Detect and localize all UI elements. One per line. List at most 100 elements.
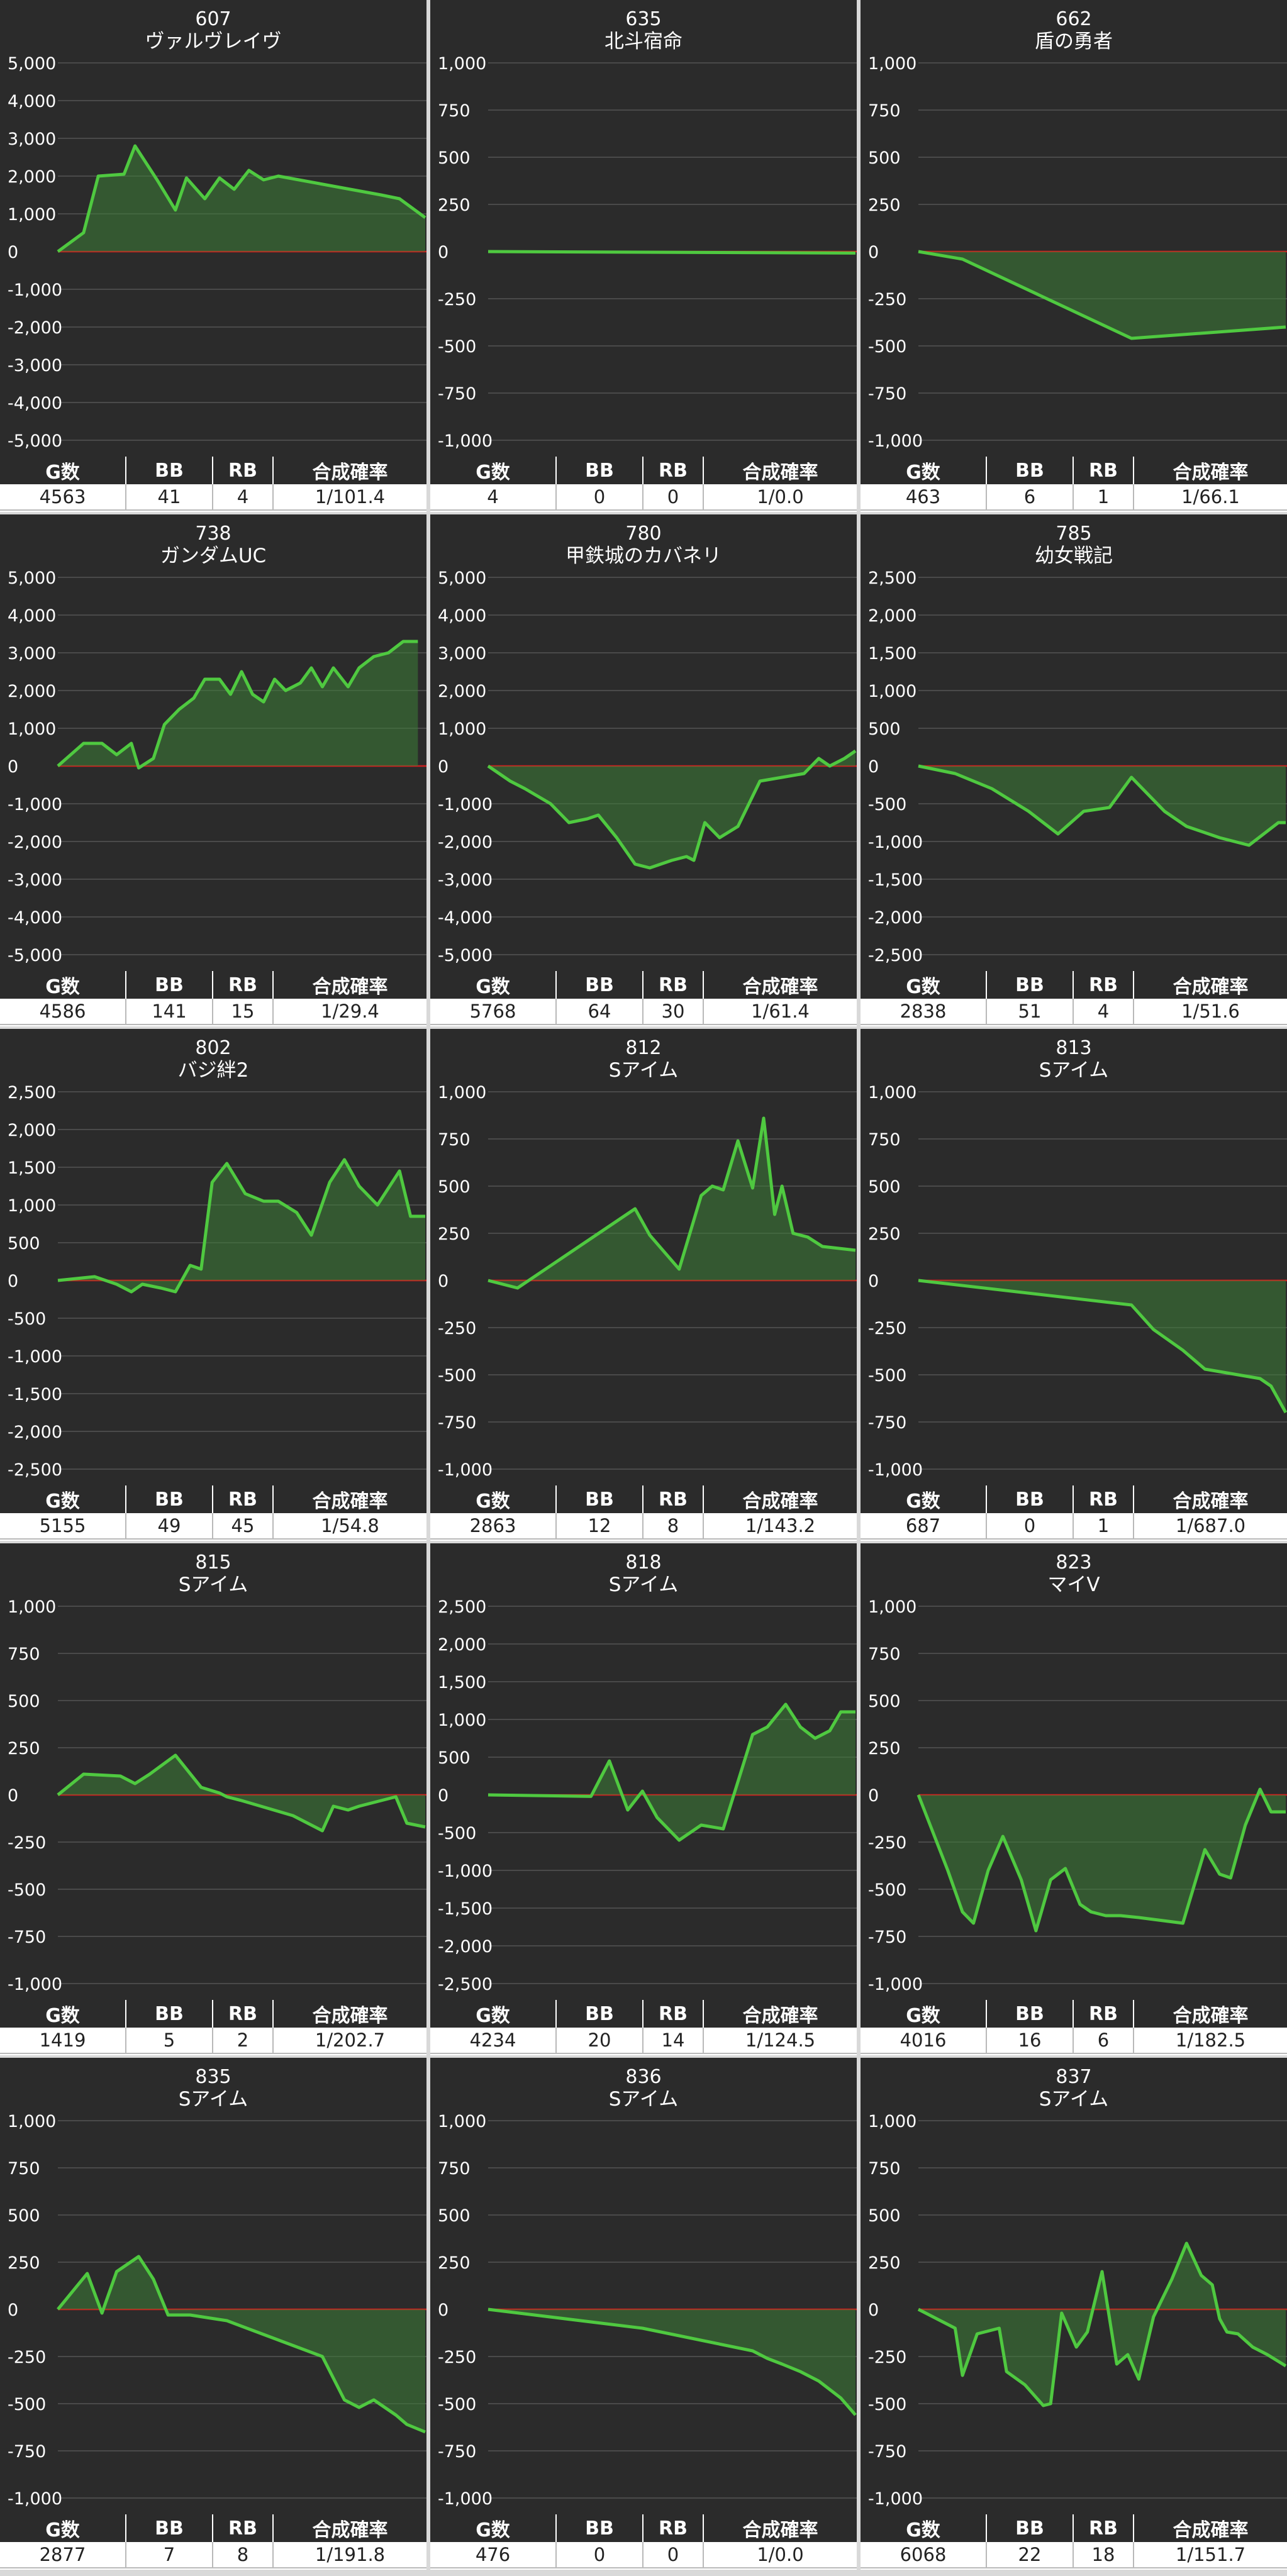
stats-table: G数 BB RB 合成確率 2863 12 8 1/143.2: [430, 1485, 857, 1540]
y-tick-label: -250: [438, 1319, 476, 1338]
machine-name: ガンダムUC: [160, 545, 266, 567]
series-line: [488, 2307, 857, 2416]
y-tick-label: 1,000: [8, 719, 56, 739]
chart-panel-836: 836 Sアイム 1,000 750 500 250 0 -250 -500 -750 -1,000…: [430, 2058, 857, 2570]
series-line: [916, 1787, 1286, 1933]
stats-value-rb: 18: [1073, 2542, 1134, 2568]
machine-number: 836: [625, 2066, 661, 2088]
y-tick-label: -1,000: [868, 833, 923, 852]
y-tick-label: 750: [868, 1645, 901, 1664]
stats-table: G数 BB RB 合成確率 4016 16 6 1/182.5: [861, 2000, 1287, 2054]
chart-panel-823: 823 マイV 1,000 750 500 250 0 -250 -500 -750 -1,000 G…: [861, 1543, 1287, 2055]
y-tick-label: 1,500: [8, 1158, 56, 1178]
y-tick-label: -750: [868, 1928, 906, 1947]
stats-value-rb: 14: [643, 2028, 704, 2054]
y-tick-label: -500: [438, 1366, 476, 1385]
stats-value-rb: 45: [213, 1513, 274, 1540]
y-tick-label: -500: [868, 795, 906, 814]
stats-header-games: G数: [0, 1485, 126, 1513]
stats-value-rate: 1/0.0: [703, 484, 857, 511]
stats-header-games: G数: [861, 1485, 987, 1513]
machine-name: ヴァルヴレイヴ: [145, 30, 282, 53]
y-tick-label: -1,000: [8, 1347, 62, 1367]
y-tick-label: 750: [868, 101, 901, 121]
y-tick-label: 2,000: [8, 1121, 56, 1140]
y-tick-label: 250: [438, 1224, 471, 1244]
y-tick-label: -4,000: [8, 394, 62, 413]
area-fill: [918, 1789, 1286, 1931]
y-tick-label: -250: [438, 2348, 476, 2367]
area-fill: [488, 1118, 855, 1288]
stats-value-rb: 4: [1073, 999, 1134, 1025]
y-tick-label: 0: [8, 243, 18, 262]
chart-background: [430, 0, 857, 457]
machine-number: 813: [1056, 1037, 1091, 1059]
y-tick-label: -2,000: [8, 833, 62, 852]
stats-header-games: G数: [0, 971, 126, 999]
stats-header-rate: 合成確率: [703, 457, 857, 484]
y-tick-label: -1,000: [438, 2489, 493, 2509]
machine-number: 738: [195, 523, 231, 545]
stats-value-bb: 0: [556, 2542, 644, 2568]
y-tick-label: 2,500: [438, 1597, 486, 1617]
y-tick-label: -750: [868, 1413, 906, 1433]
stats-header-rb: RB: [1073, 2514, 1134, 2542]
y-tick-label: 2,000: [8, 167, 56, 187]
y-tick-label: 1,000: [438, 54, 486, 74]
y-tick-label: 4,000: [438, 606, 486, 626]
y-tick-label: 3,000: [8, 130, 56, 149]
stats-value-rate: 1/66.1: [1134, 484, 1287, 511]
stats-header-rb: RB: [643, 2514, 704, 2542]
y-tick-label: 0: [438, 2301, 448, 2320]
stats-value-rate: 1/182.5: [1134, 2028, 1287, 2054]
machine-name: 北斗宿命: [604, 30, 682, 53]
y-tick-label: 2,500: [868, 569, 916, 588]
machine-name: 甲鉄城のカバネリ: [566, 545, 722, 567]
stats-value-bb: 0: [986, 1513, 1074, 1540]
stats-table: G数 BB RB 合成確率 4 0 0 1/0.0: [430, 457, 857, 511]
stats-header-bb: BB: [986, 971, 1074, 999]
machine-name: Sアイム: [179, 1574, 248, 1596]
stats-value-games: 5768: [430, 999, 557, 1025]
series-line: [918, 764, 1286, 847]
machine-name: Sアイム: [1039, 1059, 1109, 1082]
stats-header-rate: 合成確率: [273, 457, 426, 484]
y-tick-label: 500: [438, 2206, 471, 2226]
stats-value-rb: 1: [1073, 1513, 1134, 1540]
stats-header-bb: BB: [126, 1485, 213, 1513]
y-tick-label: 500: [438, 1748, 471, 1768]
stats-value-games: 4563: [0, 484, 126, 511]
machine-number: 837: [1056, 2066, 1091, 2088]
y-tick-label: 1,000: [868, 1083, 916, 1102]
stats-value-bb: 20: [556, 2028, 644, 2054]
stats-value-rb: 4: [213, 484, 274, 511]
chart-panel-837: 837 Sアイム 1,000 750 500 250 0 -250 -500 -750 -1,000…: [861, 2058, 1287, 2570]
y-tick-label: 2,000: [868, 606, 916, 626]
chart-panel-813: 813 Sアイム 1,000 750 500 250 0 -250 -500 -750 -1,000…: [861, 1029, 1287, 1541]
stats-header-rate: 合成確率: [1134, 1485, 1287, 1513]
y-tick-label: 1,000: [8, 205, 56, 225]
machine-name: Sアイム: [609, 1574, 679, 1596]
stats-header-bb: BB: [556, 2514, 644, 2542]
y-tick-label: 3,000: [8, 644, 56, 663]
stats-value-rb: 6: [1073, 2028, 1134, 2054]
stats-header-bb: BB: [556, 971, 644, 999]
chart-background: [861, 1029, 1287, 1485]
y-tick-label: -4,000: [8, 908, 62, 928]
y-tick-label: 5,000: [8, 569, 56, 588]
stats-value-games: 463: [861, 484, 987, 511]
y-tick-label: -3,000: [8, 870, 62, 890]
stats-value-rate: 1/124.5: [703, 2028, 857, 2054]
stats-value-games: 2863: [430, 1513, 557, 1540]
machine-number: 823: [1056, 1552, 1091, 1574]
y-tick-label: -500: [8, 2395, 46, 2414]
stats-value-games: 4586: [0, 999, 126, 1025]
area-fill: [918, 1280, 1286, 1413]
y-tick-label: 1,500: [868, 644, 916, 663]
y-tick-label: 1,000: [8, 1196, 56, 1216]
stats-value-games: 476: [430, 2542, 557, 2568]
